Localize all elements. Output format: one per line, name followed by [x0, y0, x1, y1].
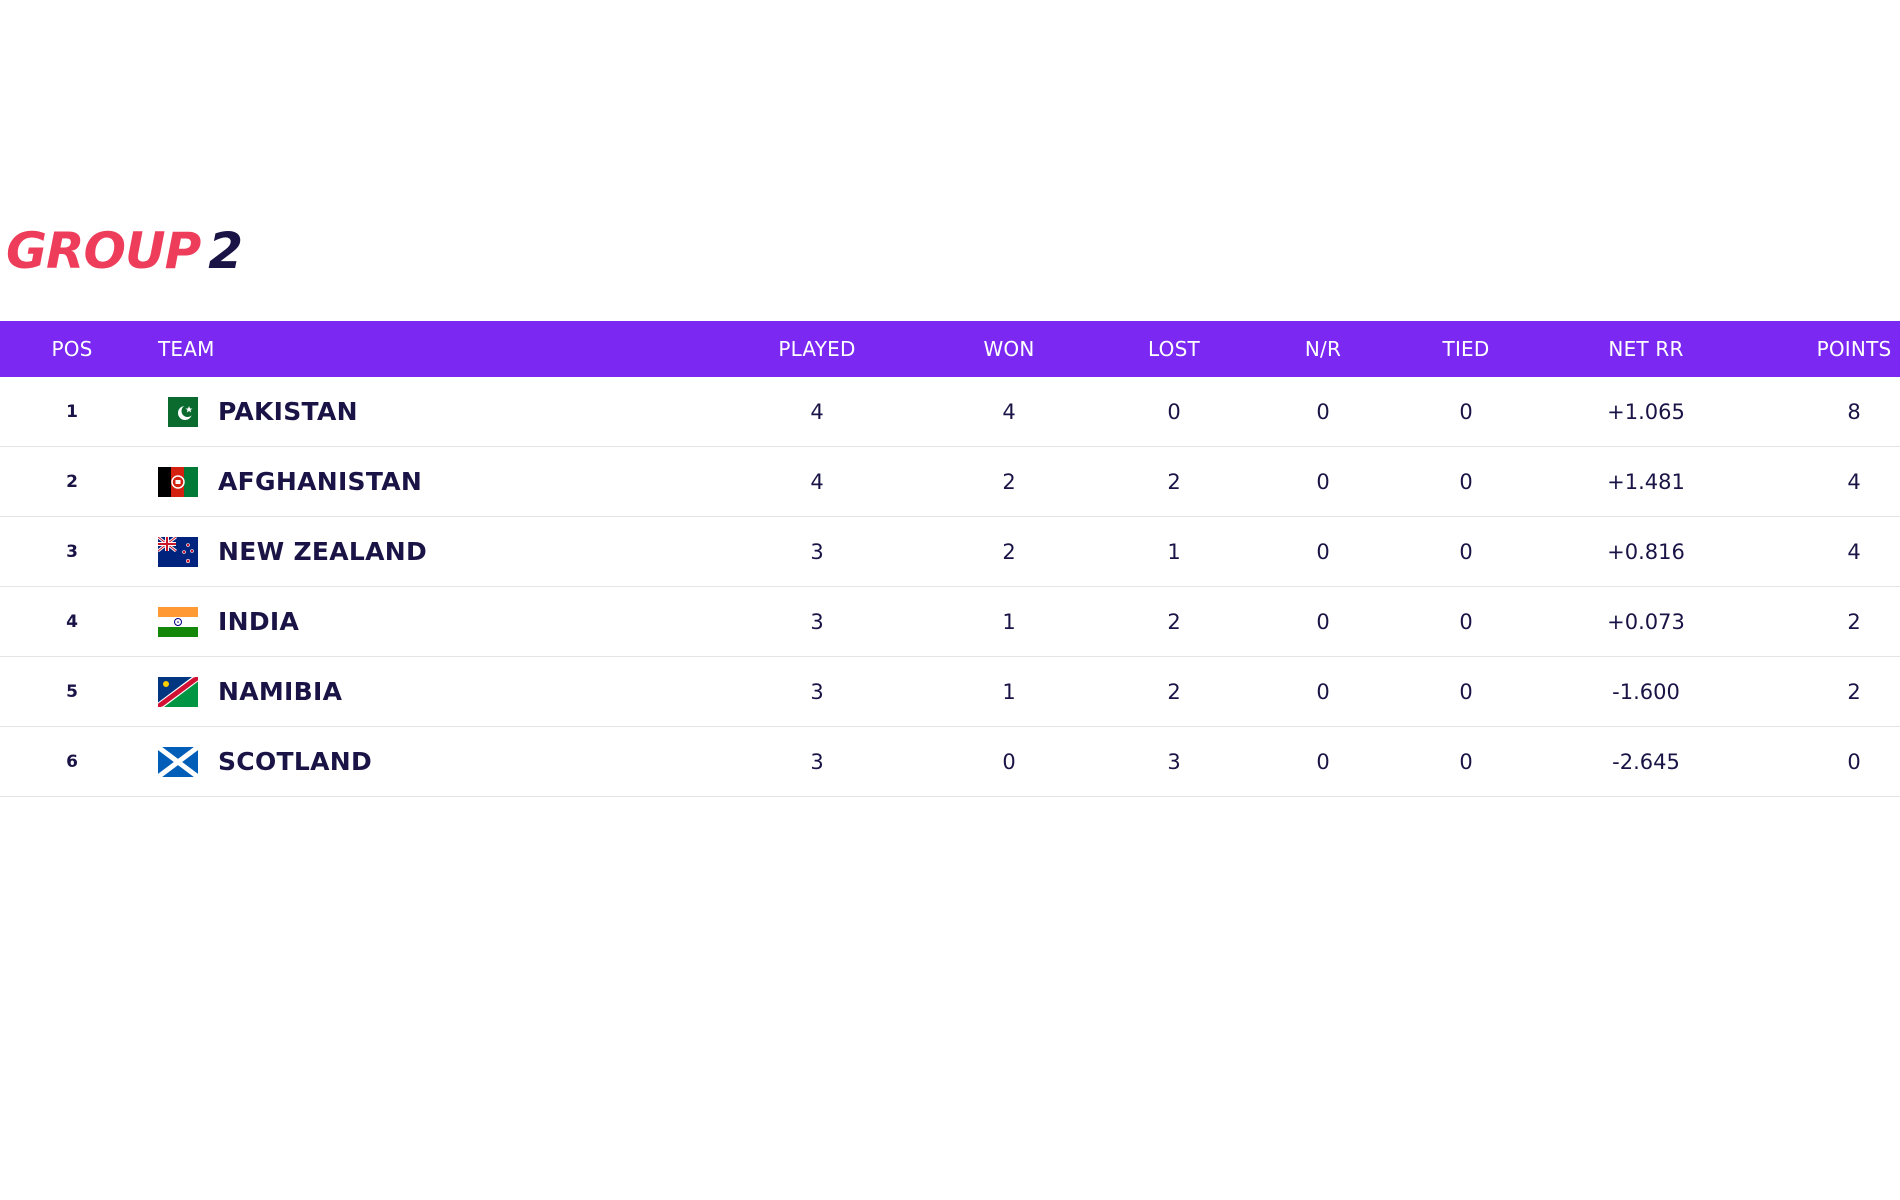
points-cell: 4 — [1847, 539, 1861, 564]
table-row[interactable]: 1 PAKISTAN 4 4 0 0 0 +1.065 8 — [0, 377, 1900, 447]
table-header: POS TEAM PLAYED WON LOST N/R TIED NET RR… — [0, 321, 1900, 377]
afghanistan-flag-icon — [158, 466, 198, 497]
played-cell: 4 — [810, 399, 824, 424]
lost-cell: 1 — [1167, 539, 1181, 564]
lost-cell: 2 — [1167, 609, 1181, 634]
points-cell: 2 — [1847, 609, 1861, 634]
scotland-flag-icon — [158, 746, 198, 777]
team-cell[interactable]: PAKISTAN — [158, 377, 358, 446]
nr-cell: 0 — [1316, 749, 1330, 774]
position-cell: 6 — [66, 751, 78, 772]
india-flag-icon — [158, 606, 198, 637]
nr-cell: 0 — [1316, 539, 1330, 564]
position-cell: 2 — [66, 471, 78, 492]
team-cell[interactable]: AFGHANISTAN — [158, 447, 422, 516]
points-cell: 0 — [1847, 749, 1861, 774]
standings-table: POS TEAM PLAYED WON LOST N/R TIED NET RR… — [0, 321, 1900, 797]
column-header-pos: POS — [51, 337, 93, 361]
nr-cell: 0 — [1316, 399, 1330, 424]
played-cell: 3 — [810, 679, 824, 704]
team-cell[interactable]: NEW ZEALAND — [158, 517, 427, 586]
column-header-played: PLAYED — [778, 337, 856, 361]
table-row[interactable]: 4 INDIA 3 1 2 0 0 +0.073 2 — [0, 587, 1900, 657]
lost-cell: 0 — [1167, 399, 1181, 424]
group-title: GROUP 2 — [6, 226, 243, 276]
table-row[interactable]: 2 AFGHANISTAN 4 2 2 0 0 +1.481 4 — [0, 447, 1900, 517]
team-name: PAKISTAN — [218, 397, 358, 426]
column-header-lost: LOST — [1148, 337, 1200, 361]
net-rr-cell: -1.600 — [1612, 679, 1680, 704]
column-header-points: POINTS — [1816, 337, 1892, 361]
tied-cell: 0 — [1459, 399, 1473, 424]
table-row[interactable]: 3 NEW ZEALAND — [0, 517, 1900, 587]
played-cell: 4 — [810, 469, 824, 494]
points-cell: 8 — [1847, 399, 1861, 424]
net-rr-cell: +0.073 — [1607, 609, 1685, 634]
points-cell: 4 — [1847, 469, 1861, 494]
team-name: AFGHANISTAN — [218, 467, 423, 496]
team-cell[interactable]: SCOTLAND — [158, 727, 372, 796]
net-rr-cell: +1.481 — [1607, 469, 1685, 494]
tied-cell: 0 — [1459, 539, 1473, 564]
won-cell: 1 — [1002, 609, 1016, 634]
lost-cell: 2 — [1167, 469, 1181, 494]
team-cell[interactable]: NAMIBIA — [158, 657, 342, 726]
won-cell: 2 — [1002, 469, 1016, 494]
tied-cell: 0 — [1459, 749, 1473, 774]
tied-cell: 0 — [1459, 469, 1473, 494]
played-cell: 3 — [810, 609, 824, 634]
won-cell: 0 — [1002, 749, 1016, 774]
pakistan-flag-icon — [158, 396, 198, 427]
net-rr-cell: +1.065 — [1607, 399, 1685, 424]
table-row[interactable]: 5 NAMIBIA 3 1 2 0 0 -1.600 2 — [0, 657, 1900, 727]
played-cell: 3 — [810, 539, 824, 564]
column-header-net-rr: NET RR — [1608, 337, 1684, 361]
team-name: NEW ZEALAND — [218, 537, 428, 566]
won-cell: 4 — [1002, 399, 1016, 424]
net-rr-cell: +0.816 — [1607, 539, 1685, 564]
lost-cell: 2 — [1167, 679, 1181, 704]
net-rr-cell: -2.645 — [1612, 749, 1680, 774]
column-header-nr: N/R — [1304, 337, 1342, 361]
column-header-won: WON — [983, 337, 1035, 361]
group-title-word: GROUP — [6, 222, 201, 280]
team-cell[interactable]: INDIA — [158, 587, 299, 656]
nr-cell: 0 — [1316, 679, 1330, 704]
nr-cell: 0 — [1316, 609, 1330, 634]
column-header-tied: TIED — [1442, 337, 1490, 361]
column-header-team: TEAM — [158, 337, 215, 361]
played-cell: 3 — [810, 749, 824, 774]
team-name: SCOTLAND — [218, 747, 373, 776]
new-zealand-flag-icon — [158, 536, 198, 567]
namibia-flag-icon — [158, 676, 198, 707]
table-row[interactable]: 6 SCOTLAND 3 0 3 0 0 -2.645 0 — [0, 727, 1900, 797]
nr-cell: 0 — [1316, 469, 1330, 494]
position-cell: 5 — [66, 681, 78, 702]
won-cell: 2 — [1002, 539, 1016, 564]
points-cell: 2 — [1847, 679, 1861, 704]
won-cell: 1 — [1002, 679, 1016, 704]
tied-cell: 0 — [1459, 679, 1473, 704]
tied-cell: 0 — [1459, 609, 1473, 634]
lost-cell: 3 — [1167, 749, 1181, 774]
position-cell: 1 — [66, 401, 78, 422]
group-title-number: 2 — [208, 222, 243, 280]
position-cell: 4 — [66, 611, 78, 632]
position-cell: 3 — [66, 541, 78, 562]
team-name: INDIA — [218, 607, 300, 636]
team-name: NAMIBIA — [218, 677, 343, 706]
